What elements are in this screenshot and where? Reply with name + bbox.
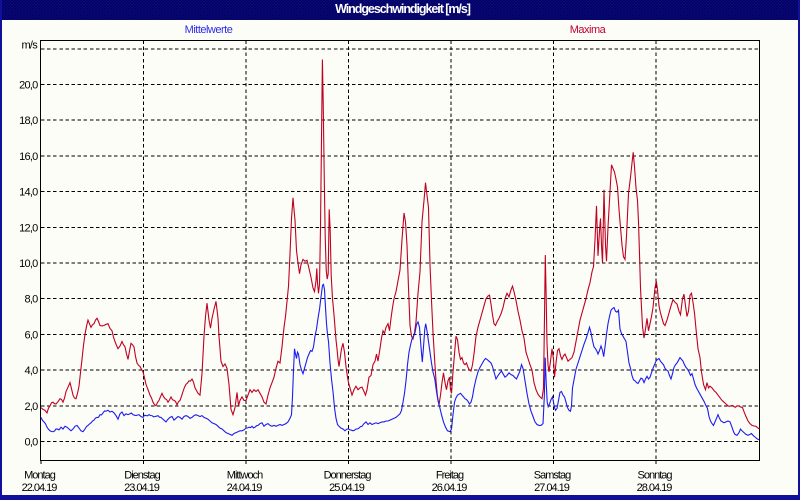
svg-text:25.04.19: 25.04.19 xyxy=(329,482,365,494)
svg-text:Freitag: Freitag xyxy=(436,470,464,482)
svg-text:m/s: m/s xyxy=(22,40,39,52)
svg-text:4,0: 4,0 xyxy=(24,365,38,377)
svg-text:Donnerstag: Donnerstag xyxy=(324,470,372,482)
svg-text:10,0: 10,0 xyxy=(19,258,38,270)
svg-text:14,0: 14,0 xyxy=(19,187,38,199)
svg-text:Mittwoch: Mittwoch xyxy=(227,470,263,482)
svg-text:18,0: 18,0 xyxy=(19,115,38,127)
svg-text:24.04.19: 24.04.19 xyxy=(227,482,263,494)
svg-text:8,0: 8,0 xyxy=(24,294,38,306)
svg-text:Sonntag: Sonntag xyxy=(638,470,673,482)
svg-text:22.04.19: 22.04.19 xyxy=(22,482,58,494)
svg-text:6,0: 6,0 xyxy=(24,329,38,341)
svg-text:Samstag: Samstag xyxy=(534,470,571,482)
svg-text:Dienstag: Dienstag xyxy=(124,470,160,482)
svg-text:20,0: 20,0 xyxy=(19,80,38,92)
svg-text:23.04.19: 23.04.19 xyxy=(124,482,160,494)
svg-text:12,0: 12,0 xyxy=(19,222,38,234)
svg-text:26.04.19: 26.04.19 xyxy=(432,482,468,494)
svg-text:0,0: 0,0 xyxy=(24,437,38,449)
svg-text:16,0: 16,0 xyxy=(19,151,38,163)
svg-text:27.04.19: 27.04.19 xyxy=(534,482,570,494)
svg-text:28.04.19: 28.04.19 xyxy=(637,482,673,494)
svg-text:2,0: 2,0 xyxy=(24,401,38,413)
svg-text:Montag: Montag xyxy=(24,470,56,482)
